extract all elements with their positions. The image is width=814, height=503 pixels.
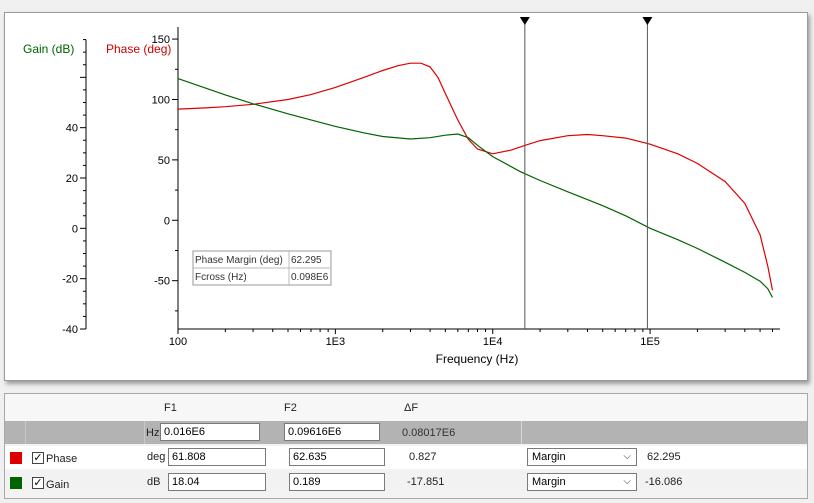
- header-f1: F1: [164, 402, 177, 414]
- gain-color-swatch: [10, 477, 22, 489]
- gain-delta-value: -17.851: [407, 476, 445, 488]
- phase-series-line: [177, 62, 774, 291]
- phase-tick-label: 0: [164, 215, 170, 227]
- fcross-value: 0.098E6: [291, 272, 329, 283]
- f2-frequency-input[interactable]: 0.09616E6: [284, 423, 380, 441]
- gain-unit: dB: [147, 476, 161, 488]
- phase-mode-value: Margin: [532, 451, 566, 463]
- cursor-f1-marker-icon: [519, 17, 530, 25]
- gain-tick-label: 40: [66, 123, 78, 135]
- gain-checkbox[interactable]: ✓: [32, 477, 44, 489]
- x-tick-label: 100: [169, 336, 187, 348]
- phase-margin-value: 62.295: [291, 255, 322, 266]
- gain-mode-value: Margin: [532, 476, 566, 488]
- gain-tick-label: -20: [62, 274, 78, 286]
- table-header-row: F1 F2 ΔF: [5, 394, 807, 422]
- gain-tick-label: 0: [72, 223, 78, 235]
- phase-color-swatch: [10, 452, 22, 464]
- gain-f1-input[interactable]: 18.04: [168, 473, 266, 491]
- phase-row-label: Phase: [46, 453, 78, 465]
- x-tick-label: 1E5: [640, 336, 660, 348]
- chevron-down-icon: ⌵: [623, 451, 631, 462]
- header-f2: F2: [284, 402, 297, 414]
- phase-tick-label: 150: [152, 34, 170, 46]
- delta-frequency-value: 0.08017E6: [402, 427, 456, 439]
- phase-margin-label: Phase Margin (deg): [195, 255, 283, 266]
- gain-series-line: [177, 78, 774, 298]
- phase-f1-input[interactable]: 61.808: [168, 448, 266, 466]
- phase-result-value: 62.295: [647, 451, 681, 463]
- bode-plot: 100 1E3 1E4 1E5 -50 0 50 100 150 -40 -20 0 20 40 Gain…: [23, 17, 780, 366]
- phase-tick-label: 50: [158, 155, 170, 167]
- gain-tick-label: 20: [66, 173, 78, 185]
- x-tick-label: 1E3: [326, 336, 346, 348]
- gain-mode-dropdown[interactable]: Margin ⌵: [527, 473, 637, 491]
- gain-f2-input[interactable]: 0.189: [289, 473, 385, 491]
- gain-row-label: Gain: [46, 479, 70, 491]
- f1-frequency-input[interactable]: 0.016E6: [160, 423, 260, 441]
- x-axis-label: Frequency (Hz): [436, 352, 519, 366]
- bode-plot-panel: 100 1E3 1E4 1E5 -50 0 50 100 150 -40 -20 0 20 40 Gain…: [4, 12, 808, 381]
- phase-f2-input[interactable]: 62.635: [289, 448, 385, 466]
- gain-result-value: -16.086: [645, 476, 683, 488]
- phase-tick-label: -50: [154, 276, 170, 288]
- chevron-down-icon: ⌵: [623, 476, 631, 487]
- cursor-measurement-table: F1 F2 ΔF Hz 0.016E6 0.09616E6 0.08017E6 …: [4, 393, 808, 499]
- margin-annotation-box: Phase Margin (deg) 62.295 Fcross (Hz) 0.…: [192, 250, 332, 286]
- phase-delta-value: 0.827: [409, 451, 437, 463]
- cursor-f2-marker-icon: [642, 17, 653, 25]
- frequency-row: Hz 0.016E6 0.09616E6 0.08017E6: [5, 421, 807, 444]
- phase-tick-label: 100: [152, 94, 170, 106]
- phase-row: ✓ Phase deg 61.808 62.635 0.827 Margin ⌵…: [5, 446, 807, 469]
- fcross-label: Fcross (Hz): [195, 272, 247, 283]
- gain-tick-label: -40: [62, 324, 78, 336]
- phase-unit: deg: [147, 451, 166, 463]
- phase-axis-label: Phase (deg): [106, 42, 171, 56]
- header-delta-f: ΔF: [404, 402, 419, 414]
- x-tick-label: 1E4: [483, 336, 503, 348]
- gain-axis-label: Gain (dB): [23, 42, 74, 56]
- gain-row: ✓ Gain dB 18.04 0.189 -17.851 Margin ⌵ -…: [5, 471, 807, 494]
- phase-mode-dropdown[interactable]: Margin ⌵: [527, 448, 637, 466]
- hz-unit: Hz: [146, 427, 160, 439]
- phase-checkbox[interactable]: ✓: [32, 452, 44, 464]
